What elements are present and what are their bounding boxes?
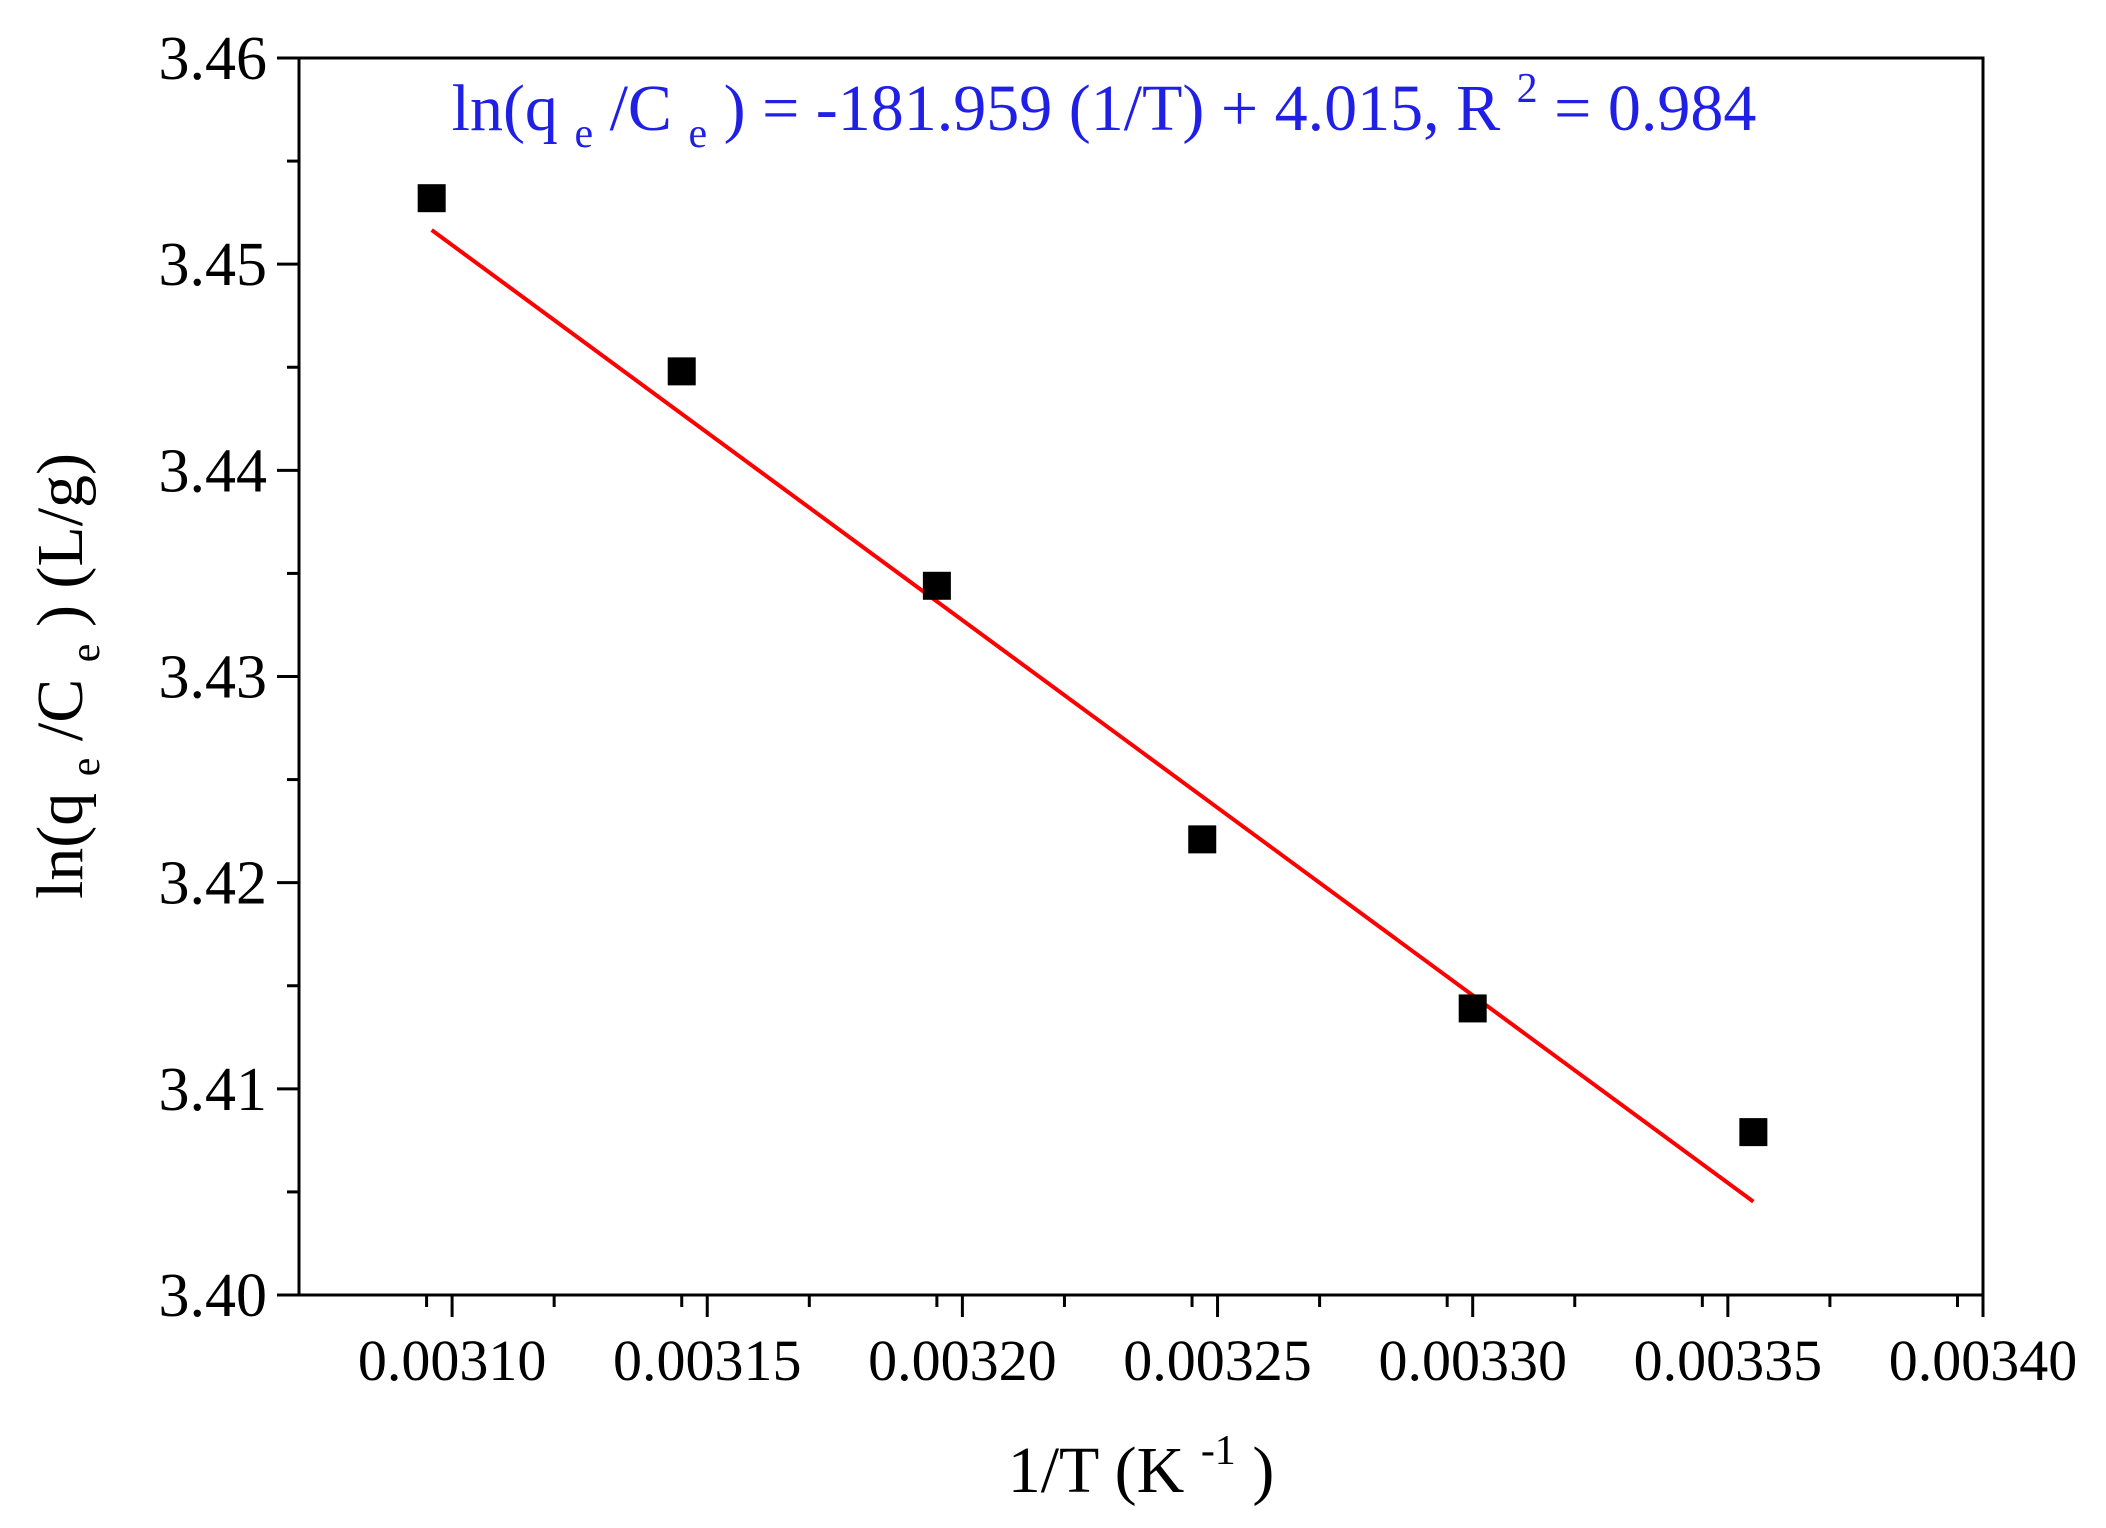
data-point — [1739, 1118, 1768, 1147]
y-tick-label: 3.44 — [159, 437, 268, 505]
y-axis-label-suffix: ) (L/g) — [24, 453, 97, 627]
major-ticks — [277, 56, 1985, 1317]
minor-ticks — [287, 159, 1959, 1307]
data-point — [922, 571, 951, 600]
plot-frame — [297, 56, 1985, 1297]
x-tick-label: 0.00325 — [1123, 1328, 1312, 1393]
x-tick-label: 0.00330 — [1378, 1328, 1567, 1393]
fit-equation-annotation: ln(q e /C e ) = -181.959 (1/T) + 4.015, … — [452, 44, 1757, 162]
y-tick-label: 3.41 — [159, 1056, 268, 1124]
annotation-part4: = 0.984 — [1554, 72, 1756, 145]
annotation-part2: /C — [610, 72, 672, 145]
y-tick-label: 3.40 — [159, 1262, 268, 1330]
data-point — [1458, 994, 1487, 1023]
data-point — [667, 357, 696, 386]
x-tick-label: 0.00335 — [1634, 1328, 1823, 1393]
x-axis-label-sup: -1 — [1201, 1428, 1236, 1474]
annotation-sub2: e — [688, 111, 707, 157]
fit-line — [430, 228, 1755, 1204]
y-axis-label-mid: /C — [24, 679, 97, 741]
x-axis-label: 1/T (K -1 ) — [1008, 1406, 1275, 1507]
x-axis-label-main: 1/T (K — [1008, 1434, 1185, 1507]
y-tick-label: 3.42 — [159, 850, 268, 918]
data-point — [1188, 825, 1217, 854]
annotation-part1: ln(q — [452, 72, 558, 145]
annotation-sup: 2 — [1517, 66, 1538, 112]
x-tick-label: 0.00320 — [868, 1328, 1057, 1393]
x-tick-labels: 0.00310 0.00315 0.00320 0.00325 0.00330 0.003… — [358, 1328, 2077, 1393]
y-axis-label-prefix: ln(q — [24, 793, 97, 899]
y-tick-label: 3.46 — [159, 25, 268, 93]
x-axis-label-close: ) — [1252, 1434, 1274, 1507]
x-tick-label: 0.00340 — [1889, 1328, 2078, 1393]
data-points — [417, 184, 1768, 1147]
y-axis-label-sub1: e — [63, 758, 109, 777]
y-axis-label-sub2: e — [63, 644, 109, 663]
annotation-sub1: e — [574, 111, 593, 157]
plot-frame-group — [297, 56, 1985, 1297]
y-tick-label: 3.43 — [159, 644, 268, 712]
y-tick-label: 3.45 — [159, 231, 268, 299]
x-tick-label: 0.00310 — [358, 1328, 547, 1393]
annotation-part3: ) = -181.959 (1/T) + 4.015, R — [724, 72, 1501, 145]
y-tick-labels: 3.40 3.41 3.42 3.43 3.44 3.45 3.46 — [159, 25, 268, 1330]
data-point — [417, 184, 446, 213]
x-tick-label: 0.00315 — [613, 1328, 802, 1393]
y-axis-label: ln(q e /C e ) (L/g) — [24, 453, 114, 899]
